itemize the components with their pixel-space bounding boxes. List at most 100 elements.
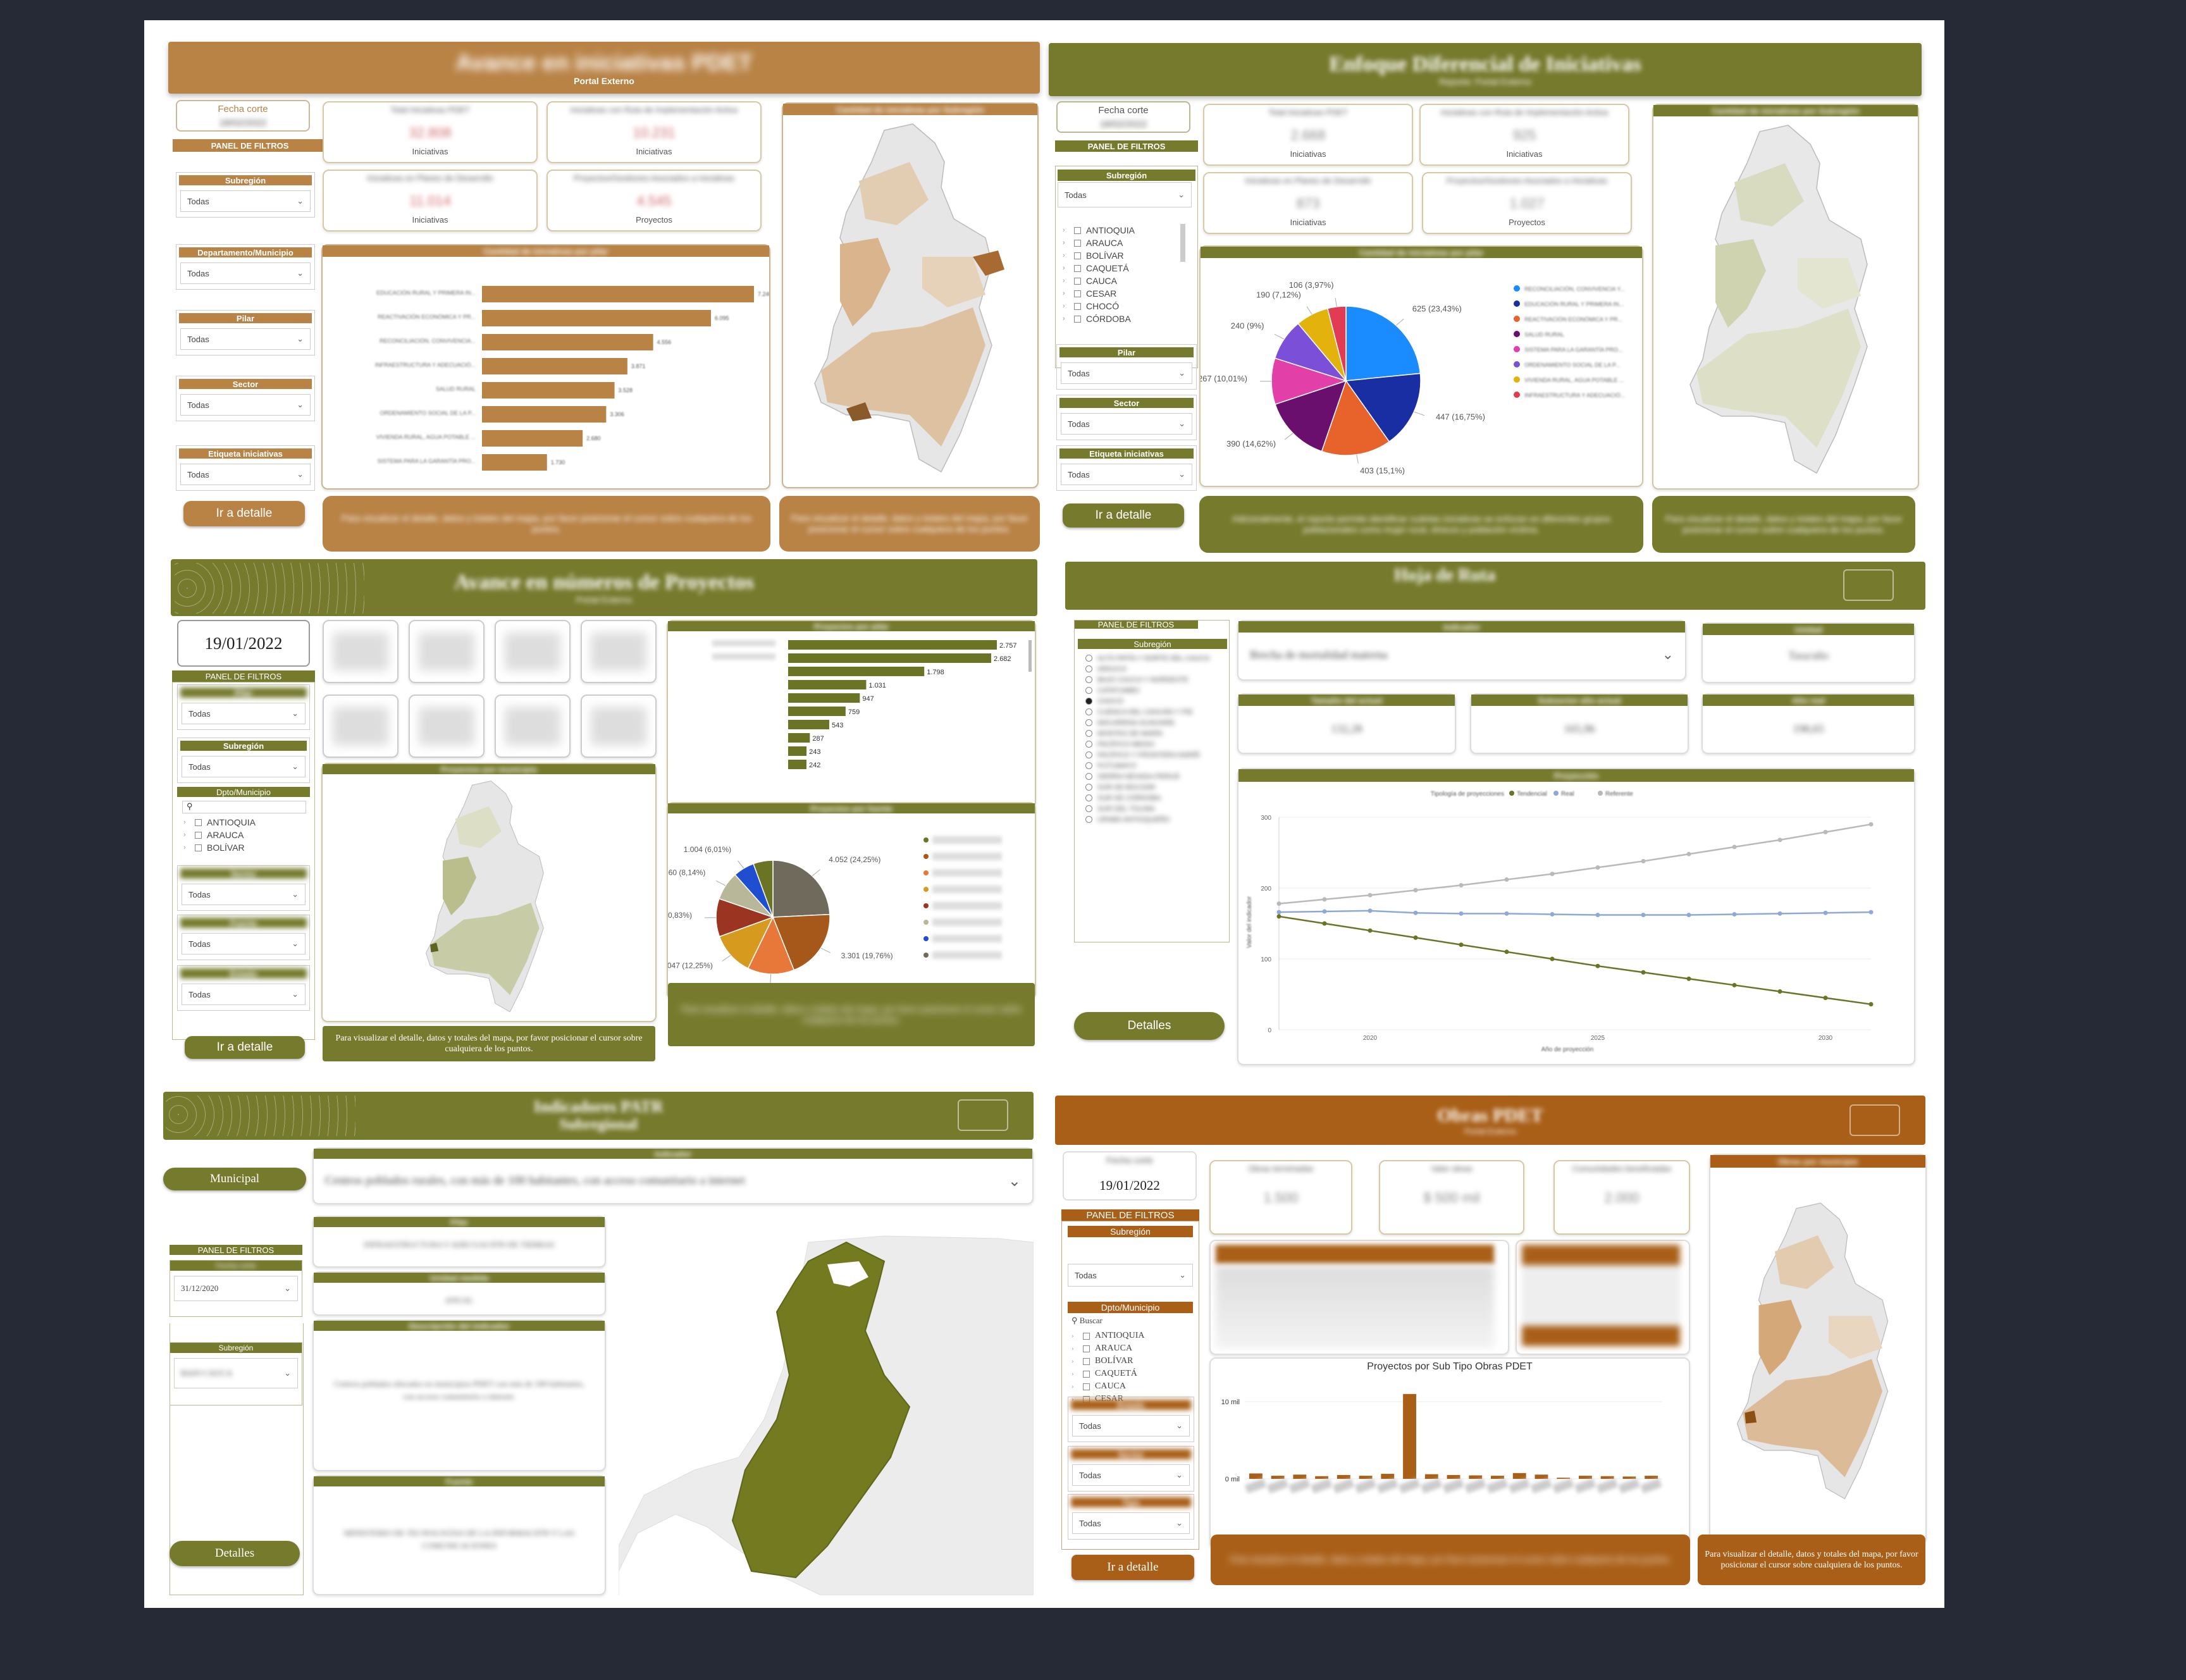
data-point[interactable] <box>1322 909 1327 914</box>
filter-select[interactable]: Todas ⌄ <box>1061 464 1192 485</box>
bar[interactable] <box>482 358 627 374</box>
panel6-subregion-select[interactable]: Todas ⌄ <box>1068 1264 1193 1287</box>
data-point[interactable] <box>1459 883 1464 888</box>
bar[interactable] <box>1249 1473 1263 1479</box>
data-point[interactable] <box>1686 913 1691 918</box>
bar[interactable] <box>788 653 992 663</box>
panel2-colombia-map[interactable] <box>1653 119 1917 486</box>
data-point[interactable] <box>1868 1002 1874 1007</box>
data-point[interactable] <box>1322 921 1327 926</box>
radio-button[interactable] <box>1085 676 1092 683</box>
bar[interactable] <box>1469 1475 1483 1479</box>
panel3-detail-button[interactable]: Ir a detalle <box>185 1036 305 1059</box>
bar[interactable] <box>1512 1473 1526 1479</box>
bar[interactable] <box>1381 1474 1395 1479</box>
radio-item[interactable]: SUR DE BOLÍVAR <box>1085 782 1225 793</box>
bar[interactable] <box>788 746 807 756</box>
filter-select[interactable]: Todas ⌄ <box>1061 362 1192 384</box>
checkbox[interactable] <box>1083 1357 1090 1365</box>
series-line[interactable] <box>1278 823 1872 905</box>
list-item[interactable]: › CAQUETÁ <box>1063 262 1189 275</box>
panel5-subregion-select[interactable]: BAJO CAUCA ⌄ <box>174 1358 298 1388</box>
checkbox[interactable] <box>1074 290 1081 297</box>
data-point[interactable] <box>1322 897 1327 902</box>
radio-item[interactable]: PUTUMAYO <box>1085 760 1225 771</box>
data-point[interactable] <box>1368 928 1373 933</box>
filter-select[interactable]: Todas ⌄ <box>1061 413 1192 435</box>
panel6-search-input[interactable]: ⚲ Buscar <box>1071 1316 1189 1328</box>
panel3-search-input[interactable]: ⚲ <box>182 801 306 813</box>
filter-select[interactable]: Todas ⌄ <box>182 933 306 954</box>
panel5-indicator-select[interactable]: Centros poblados rurales, con más de 100… <box>319 1165 1027 1197</box>
radio-item[interactable]: MACARENA-GUAVIARE <box>1085 717 1225 728</box>
bar[interactable] <box>1424 1474 1438 1479</box>
data-point[interactable] <box>1732 982 1737 987</box>
data-point[interactable] <box>1459 911 1464 916</box>
data-point[interactable] <box>1504 877 1509 882</box>
radio-item[interactable]: SIERRA NEVADA-PERIJÁ <box>1085 771 1225 782</box>
data-point[interactable] <box>1550 956 1555 961</box>
panel5-details-button[interactable]: Detalles <box>170 1541 300 1566</box>
panel2-subregion-select[interactable]: Todas ⌄ <box>1058 182 1192 207</box>
checkbox[interactable] <box>1083 1345 1090 1352</box>
list-item[interactable]: › CÓRDOBA <box>1063 312 1189 325</box>
data-point[interactable] <box>1276 910 1281 915</box>
bar[interactable] <box>1337 1474 1350 1479</box>
filter-select[interactable]: Todas ⌄ <box>1072 1464 1190 1486</box>
radio-button[interactable] <box>1085 805 1092 812</box>
checkbox[interactable] <box>1074 302 1081 310</box>
bar[interactable] <box>788 693 860 703</box>
list-item[interactable]: › CESAR <box>1063 287 1189 300</box>
checkbox[interactable] <box>1083 1370 1090 1378</box>
list-item[interactable]: › CAUCA <box>1063 275 1189 287</box>
bar[interactable] <box>482 310 711 326</box>
checkbox[interactable] <box>1074 226 1081 234</box>
data-point[interactable] <box>1459 942 1464 948</box>
checkbox[interactable] <box>195 818 202 826</box>
pie-slice[interactable] <box>753 860 774 918</box>
data-point[interactable] <box>1823 996 1828 1001</box>
radio-button[interactable] <box>1085 773 1092 780</box>
list-item[interactable]: › CHOCÓ <box>1063 300 1189 312</box>
filter-select[interactable]: Todas ⌄ <box>182 884 306 905</box>
panel1-colombia-map[interactable] <box>783 118 1036 485</box>
radio-button[interactable] <box>1085 708 1092 715</box>
data-point[interactable] <box>1504 911 1509 916</box>
bar[interactable] <box>482 334 653 350</box>
data-point[interactable] <box>1641 913 1646 918</box>
radio-button[interactable] <box>1085 762 1092 769</box>
bar[interactable] <box>1557 1478 1571 1479</box>
bar[interactable] <box>1359 1476 1373 1479</box>
radio-item[interactable]: ALTO PATÍA Y NORTE DEL CAUCA <box>1085 653 1225 664</box>
series-line[interactable] <box>1278 915 1872 1005</box>
radio-button[interactable] <box>1085 730 1092 737</box>
checkbox[interactable] <box>1083 1332 1090 1340</box>
scrollbar[interactable] <box>1180 224 1185 262</box>
list-item[interactable]: › ARAUCA <box>183 829 297 841</box>
radio-item[interactable]: CATATUMBO <box>1085 685 1225 696</box>
filter-select[interactable]: Todas ⌄ <box>182 703 306 724</box>
pie-slice[interactable] <box>719 916 774 969</box>
data-point[interactable] <box>1823 830 1828 835</box>
checkbox[interactable] <box>1074 252 1081 259</box>
data-point[interactable] <box>1368 892 1373 898</box>
bar[interactable] <box>482 286 754 302</box>
radio-item[interactable]: URABÁ ANTIOQUEÑO <box>1085 814 1225 825</box>
bar[interactable] <box>788 707 846 716</box>
radio-item[interactable]: CUENCA DEL CAGUÁN Y PIE <box>1085 707 1225 717</box>
radio-button[interactable] <box>1085 794 1092 801</box>
list-item[interactable]: › ANTIOQUIA <box>183 816 297 829</box>
checkbox[interactable] <box>1074 239 1081 247</box>
bar[interactable] <box>788 720 829 729</box>
pie-slice[interactable] <box>1345 373 1421 443</box>
bar[interactable] <box>1447 1474 1460 1479</box>
data-point[interactable] <box>1595 963 1600 968</box>
radio-button[interactable] <box>1085 665 1092 672</box>
data-point[interactable] <box>1732 911 1737 917</box>
bar[interactable] <box>788 667 925 676</box>
data-point[interactable] <box>1868 910 1874 915</box>
data-point[interactable] <box>1868 822 1874 827</box>
data-point[interactable] <box>1595 865 1600 870</box>
checkbox[interactable] <box>1083 1383 1090 1390</box>
pie-slice[interactable] <box>1271 357 1348 405</box>
